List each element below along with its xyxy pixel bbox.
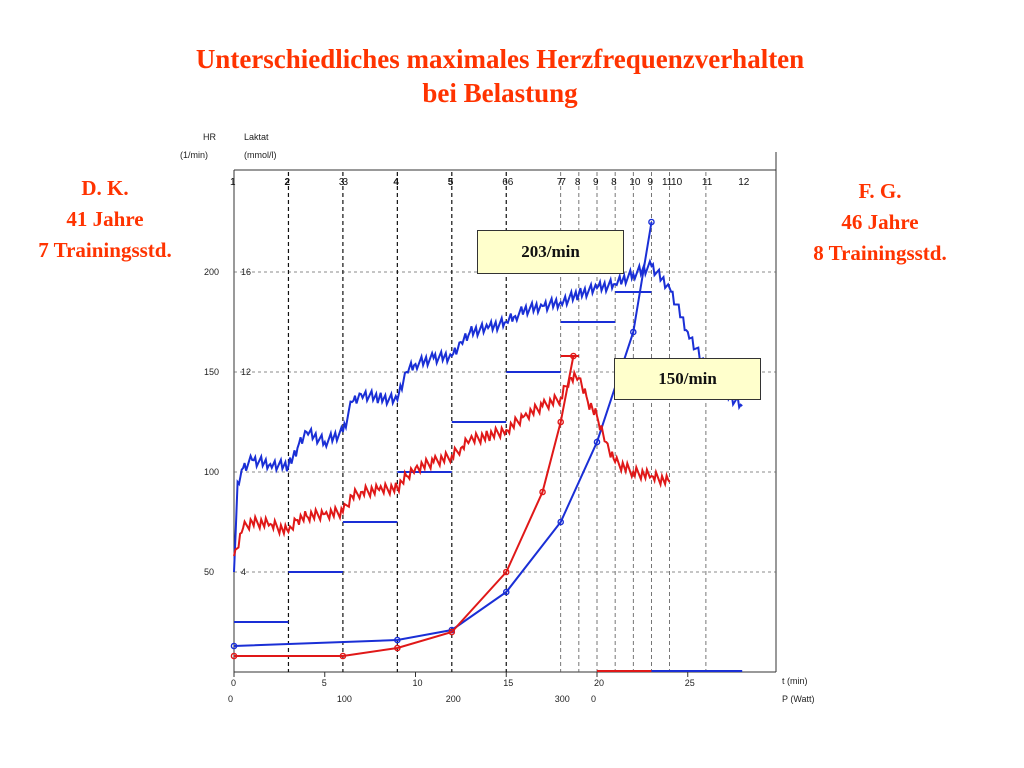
stage-label: 6	[502, 177, 508, 188]
power-tick-label: 100	[337, 694, 352, 704]
stage-label: 9	[647, 177, 653, 188]
time-tick-label: 10	[413, 678, 423, 688]
time-tick-label: 25	[685, 678, 695, 688]
lactate-tick-label: 12	[241, 367, 251, 377]
stage-label: 8	[575, 177, 581, 188]
lactate-point-series-1	[502, 588, 510, 596]
person-left-info: D. K. 41 Jahre 7 Trainingsstd.	[10, 173, 200, 266]
stage-label: 9	[593, 177, 599, 188]
lactate-point-series-2	[394, 644, 401, 652]
power-tick-label: 200	[446, 694, 461, 704]
time-tick-label: 0	[231, 678, 236, 688]
lactate-point-series-2	[557, 418, 565, 426]
hr-tick-label: 200	[204, 267, 219, 277]
slide-title: Unterschiedliches maximales Herzfrequenz…	[0, 42, 1000, 110]
lactate-axis-label: Laktat	[244, 132, 269, 142]
stage-label: 2	[284, 177, 290, 188]
stage-label: 4	[393, 177, 399, 188]
lactate-tick-label: 16	[241, 267, 251, 277]
stage-label: 3	[343, 177, 349, 188]
lactate-curve-series-2	[234, 355, 575, 657]
time-tick-label: 20	[594, 678, 604, 688]
stage-label: 10	[671, 177, 683, 188]
title-line-1: Unterschiedliches maximales Herzfrequenz…	[195, 44, 805, 74]
power-tick-label: 0	[591, 694, 596, 704]
lactate-point-series-1	[648, 218, 655, 226]
hr-axis-unit: (1/min)	[180, 150, 208, 160]
person-left-name: D. K.	[81, 176, 129, 200]
hr-tick-label: 50	[204, 567, 214, 577]
lactate-point-series-2	[502, 568, 510, 576]
lactate-point-series-2	[448, 628, 456, 636]
lactate-point-series-2	[570, 352, 577, 360]
lactate-point-series-1	[230, 642, 238, 650]
stage-label: 3	[339, 177, 345, 188]
person-right-name: F. G.	[858, 179, 902, 203]
stage-label: 6	[508, 177, 514, 188]
power-axis-label: P (Watt)	[782, 694, 815, 704]
time-tick-label: 15	[503, 678, 513, 688]
time-axis-label: t (min)	[782, 676, 808, 686]
person-right-training: 8 Trainingsstd.	[813, 241, 947, 265]
lactate-point-series-2	[230, 652, 238, 660]
hr-max-left-callout: 203/min	[477, 230, 624, 274]
stage-label: 12	[738, 177, 750, 188]
stage-label: 8	[611, 177, 617, 188]
lactate-point-series-1	[557, 518, 565, 526]
time-tick-label: 5	[322, 678, 327, 688]
power-tick-label: 0	[228, 694, 233, 704]
person-right-age: 46 Jahre	[841, 210, 919, 234]
hr-line-series-2	[233, 369, 671, 557]
person-left-training: 7 Trainingsstd.	[38, 238, 172, 262]
hr-tick-label: 150	[204, 367, 219, 377]
stage-label: 7	[557, 177, 563, 188]
hr-max-right-callout: 150/min	[614, 358, 761, 400]
person-right-info: F. G. 46 Jahre 8 Trainingsstd.	[780, 176, 980, 269]
lactate-curve-series-1	[233, 221, 653, 647]
hr-tick-label: 100	[204, 467, 219, 477]
lactate-point-series-1	[593, 438, 601, 446]
hr-line-series-1	[233, 258, 743, 573]
stage-label: 1	[230, 177, 236, 188]
lactate-tick-label: 4	[241, 567, 246, 577]
stage-label: 7	[560, 177, 566, 188]
lactate-point-series-1	[630, 328, 637, 336]
stage-label: 11	[702, 177, 713, 188]
stage-label: 5	[448, 177, 454, 188]
title-line-2: bei Belastung	[422, 78, 578, 108]
stage-label: 11	[662, 177, 673, 188]
lactate-axis-unit: (mmol/l)	[244, 150, 277, 160]
lactate-point-series-1	[394, 636, 401, 644]
lactate-point-series-2	[339, 652, 347, 660]
lactate-point-series-2	[539, 488, 546, 496]
person-left-age: 41 Jahre	[66, 207, 144, 231]
power-tick-label: 300	[555, 694, 570, 704]
hr-axis-label: HR	[203, 132, 216, 142]
stage-label: 10	[629, 177, 641, 188]
